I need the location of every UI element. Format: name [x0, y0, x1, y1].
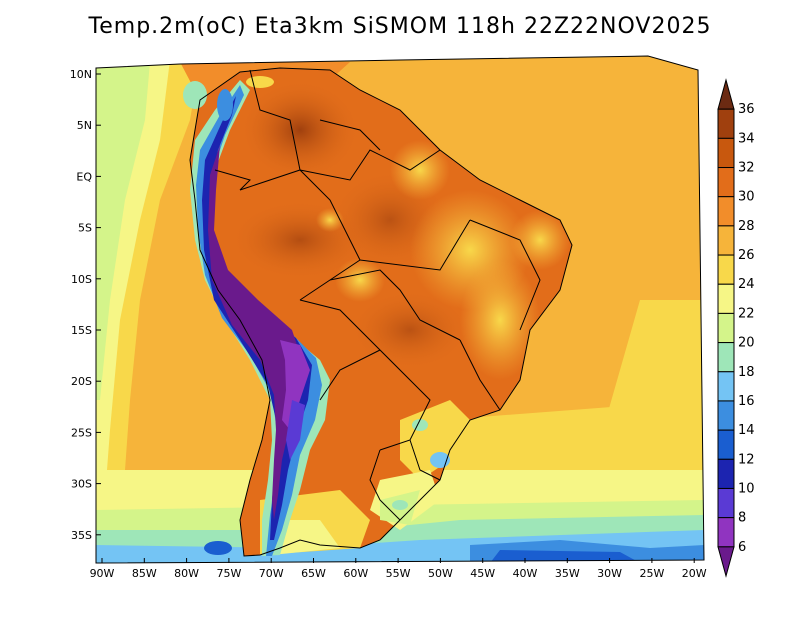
colorbar-segment	[717, 196, 735, 227]
colorbar-cap-bottom	[717, 546, 735, 578]
country-borders	[189, 67, 573, 557]
lon-label: 60W	[343, 567, 368, 580]
colorbar-segment	[717, 254, 735, 285]
lon-label: 25W	[639, 567, 664, 580]
colorbar: 36 34 32 30 28 26 24 22 20 18 16 14 12 10 8 6	[717, 78, 755, 578]
colorbar-label: 24	[738, 277, 755, 292]
colorbar-segment	[717, 108, 735, 139]
lon-label: 90W	[90, 567, 115, 580]
lon-label: 40W	[513, 567, 538, 580]
colorbar-label: 16	[738, 394, 755, 409]
colorbar-label: 34	[738, 131, 755, 146]
colorbar-segment	[717, 371, 735, 402]
map-frame	[95, 55, 705, 564]
colorbar-segment	[717, 517, 735, 548]
lat-label: 10N	[70, 68, 92, 81]
colorbar-segment	[717, 312, 735, 344]
colorbar-label: 30	[738, 190, 755, 205]
lon-label: 30W	[597, 567, 622, 580]
colorbar-segment	[717, 225, 735, 256]
lat-label: 15S	[71, 324, 92, 337]
lon-label: 50W	[428, 567, 453, 580]
colorbar-label: 26	[738, 248, 755, 263]
map-field	[96, 56, 704, 563]
lon-label: 75W	[216, 567, 241, 580]
lat-label: 35S	[71, 529, 92, 542]
colorbar-segment	[717, 137, 735, 169]
colorbar-label: 18	[738, 365, 755, 380]
lon-label: 55W	[386, 567, 411, 580]
colorbar-label: 8	[738, 511, 746, 526]
colorbar-label: 20	[738, 336, 755, 351]
colorbar-label: 32	[738, 161, 755, 176]
lon-label: 20W	[682, 567, 707, 580]
lon-label: 65W	[301, 567, 326, 580]
colorbar-label: 14	[738, 423, 755, 438]
lat-label: 5N	[77, 119, 92, 132]
lon-label: 85W	[132, 567, 157, 580]
colorbar-label: 10	[738, 481, 755, 496]
colorbar-segment	[717, 283, 735, 314]
colorbar-segment	[717, 458, 735, 489]
colorbar-label: 28	[738, 219, 755, 234]
lat-label: EQ	[76, 170, 92, 183]
colorbar-label: 6	[738, 540, 746, 555]
colorbar-label: 12	[738, 452, 755, 467]
colorbar-segment	[717, 487, 735, 519]
lon-label: 35W	[555, 567, 580, 580]
lon-label: 80W	[174, 567, 199, 580]
map-title: Temp.2m(oC) Eta3km SiSMOM 118h 22Z22NOV2…	[88, 14, 712, 39]
longitude-axis: 90W 85W 80W 75W 70W 65W 60W 55W 50W 45W 40W 35W 30W 2…	[90, 558, 707, 580]
latitude-axis: 10N 5N EQ 5S 10S 15S 20S 25S 30S 35S	[70, 68, 101, 542]
lat-label: 5S	[78, 222, 92, 235]
colorbar-label: 22	[738, 306, 755, 321]
lat-label: 20S	[71, 375, 92, 388]
lon-label: 70W	[259, 567, 284, 580]
lat-label: 25S	[71, 426, 92, 439]
lat-label: 10S	[71, 273, 92, 286]
colorbar-cap-top	[717, 78, 735, 110]
lat-label: 30S	[71, 478, 92, 491]
colorbar-segment	[717, 342, 735, 373]
colorbar-segment	[717, 167, 735, 198]
colorbar-segment	[717, 400, 735, 431]
lon-label: 45W	[470, 567, 495, 580]
colorbar-segment	[717, 429, 735, 460]
colorbar-label: 36	[738, 102, 755, 117]
